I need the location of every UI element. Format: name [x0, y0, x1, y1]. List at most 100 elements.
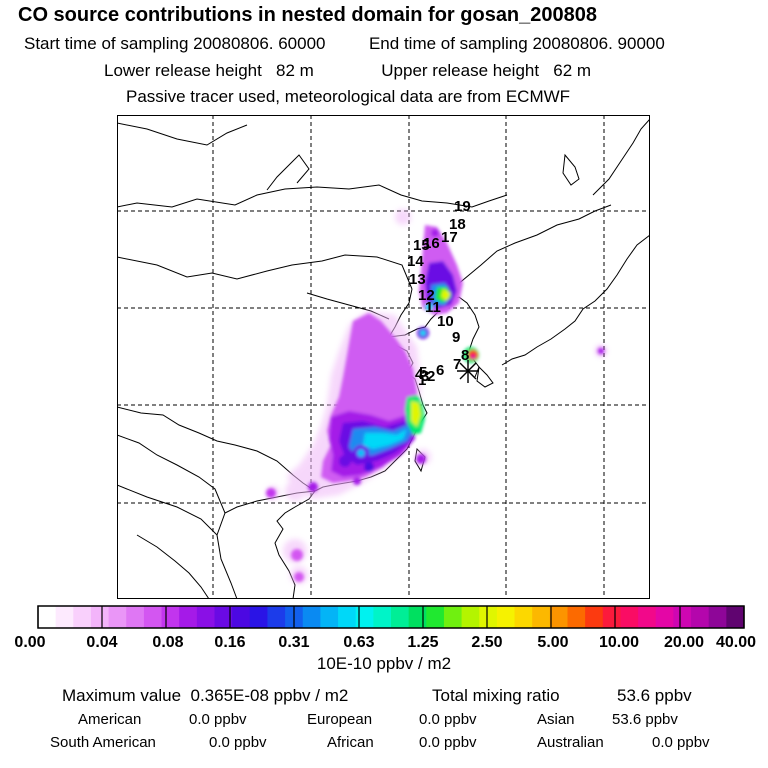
- colorbar-tick-6: 1.25: [407, 634, 438, 651]
- colorbar-cell: [585, 606, 604, 628]
- trajectory-label-14: 14: [407, 253, 424, 270]
- region-value-australian: 0.0 ppbv: [652, 734, 710, 751]
- colorbar-cell: [391, 606, 410, 628]
- colorbar-cell: [443, 606, 463, 628]
- colorbar: 0.00 0.04 0.08 0.16 0.31 0.63 1.25 2.50 …: [14, 605, 756, 651]
- colorbar-cell: [196, 606, 215, 628]
- colorbar-tick-1: 0.04: [86, 634, 117, 651]
- start-time-label: Start time of sampling: [24, 34, 189, 53]
- colorbar-cell: [302, 606, 321, 628]
- colorbar-cell: [73, 606, 92, 628]
- lower-height-label: Lower release height: [104, 61, 262, 80]
- lower-height-value: 82 m: [276, 61, 314, 80]
- colorbar-cell: [655, 606, 674, 628]
- colorbar-cell: [355, 606, 374, 628]
- sampling-times: Start time of sampling 20080806. 60000 E…: [24, 34, 665, 54]
- colorbar-cell: [638, 606, 657, 628]
- trajectory-label-8: 8: [461, 347, 469, 364]
- colorbar-cell: [691, 606, 710, 628]
- colorbar-cell: [232, 606, 251, 628]
- trajectory-label-19: 19: [454, 198, 471, 215]
- colorbar-tick-10: 20.00: [664, 634, 704, 651]
- colorbar-cell: [726, 606, 745, 628]
- region-name-european: European: [307, 711, 373, 728]
- trajectory-label-17: 17: [441, 229, 458, 246]
- colorbar-tick-4: 0.31: [278, 634, 309, 651]
- region-name-south-american: South American: [50, 734, 156, 751]
- trajectory-label-9: 9: [452, 329, 460, 346]
- colorbar-cell: [408, 606, 427, 628]
- region-value-african: 0.0 ppbv: [419, 734, 477, 751]
- colorbar-cell: [214, 606, 233, 628]
- upper-height-label: Upper release height: [381, 61, 540, 80]
- colorbar-cell: [673, 606, 692, 628]
- region-value-american: 0.0 ppbv: [189, 711, 247, 728]
- colorbar-cell: [532, 606, 551, 628]
- colorbar-cell: [249, 606, 268, 628]
- region-value-european: 0.0 ppbv: [419, 711, 477, 728]
- trajectory-label-18: 18: [449, 216, 466, 233]
- colorbar-cells: [38, 606, 745, 628]
- region-value-asian: 53.6 ppbv: [612, 711, 678, 728]
- colorbar-cell: [38, 606, 57, 628]
- region-name-asian: Asian: [537, 711, 575, 728]
- source-contribution-map: 1 2 3 4 5 6 7 8 9 10 11 12 13 14 15 16 1…: [117, 115, 650, 599]
- colorbar-cell: [620, 606, 639, 628]
- colorbar-tick-7: 2.50: [471, 634, 502, 651]
- colorbar-cell: [602, 606, 621, 628]
- trajectory-label-16: 16: [423, 235, 440, 252]
- release-heights: Lower release height 82 m Upper release …: [104, 61, 591, 81]
- trajectory-label-2: 2: [427, 368, 435, 385]
- colorbar-cell: [55, 606, 74, 628]
- colorbar-cell: [108, 606, 127, 628]
- colorbar-tick-9: 10.00: [599, 634, 639, 651]
- trajectory-label-4: 4: [415, 366, 424, 383]
- start-time-value: 20080806. 60000: [193, 34, 326, 53]
- end-time-label: End time of sampling: [368, 34, 528, 53]
- colorbar-tick-0: 0.00: [14, 634, 45, 651]
- colorbar-unit: 10E-10 ppbv / m2: [316, 654, 452, 673]
- region-name-american: American: [78, 711, 142, 728]
- trajectory-labels: 1 2 3 4 5 6 7 8 9 10 11 12 13 14 15 16 1…: [407, 198, 471, 389]
- region-name-african: African: [327, 734, 374, 751]
- colorbar-cell: [567, 606, 586, 628]
- colorbar-cell: [179, 606, 198, 628]
- colorbar-cell: [514, 606, 533, 628]
- colorbar-tick-11: 40.00: [716, 634, 756, 651]
- model-note: Passive tracer used, meteorological data…: [126, 87, 571, 106]
- trajectory-label-12: 12: [418, 287, 435, 304]
- colorbar-cell: [549, 606, 568, 628]
- trajectory-label-7: 7: [453, 356, 461, 373]
- region-name-australian: Australian: [537, 734, 604, 751]
- trajectory-label-1: 1: [418, 372, 426, 389]
- colorbar-cell: [708, 606, 727, 628]
- colorbar-cell: [373, 606, 392, 628]
- colorbar-tick-5: 0.63: [343, 634, 374, 651]
- max-label: Maximum value: [62, 686, 182, 705]
- region-value-south-american: 0.0 ppbv: [209, 734, 267, 751]
- colorbar-cell: [161, 606, 180, 628]
- colorbar-cell: [320, 606, 339, 628]
- trajectory-label-10: 10: [437, 313, 454, 330]
- map-title: CO source contributions in nested domain…: [18, 4, 598, 26]
- end-time-value: 20080806. 90000: [532, 34, 665, 53]
- colorbar-cell: [143, 606, 163, 628]
- colorbar-cell: [461, 606, 480, 628]
- colorbar-cell: [126, 606, 145, 628]
- colorbar-tick-8: 5.00: [537, 634, 568, 651]
- asterisk-icon: [457, 360, 479, 383]
- upper-height-value: 62 m: [553, 61, 592, 80]
- colorbar-tick-2: 0.08: [152, 634, 183, 651]
- colorbar-cell: [479, 606, 498, 628]
- max-value: 0.365E-08 ppbv / m2: [190, 686, 349, 705]
- trajectory-label-13: 13: [409, 271, 426, 288]
- trajectory-label-5: 5: [419, 364, 427, 381]
- trajectory-label-3: 3: [421, 368, 429, 385]
- colorbar-cell: [496, 606, 516, 628]
- contribution-field: [266, 209, 606, 584]
- total-label: Total mixing ratio: [432, 686, 560, 705]
- colorbar-tick-labels: 0.00 0.04 0.08 0.16 0.31 0.63 1.25 2.50 …: [14, 634, 756, 651]
- colorbar-cell: [338, 606, 357, 628]
- trajectory-label-15: 15: [413, 237, 430, 254]
- total-value: 53.6 ppbv: [617, 686, 692, 705]
